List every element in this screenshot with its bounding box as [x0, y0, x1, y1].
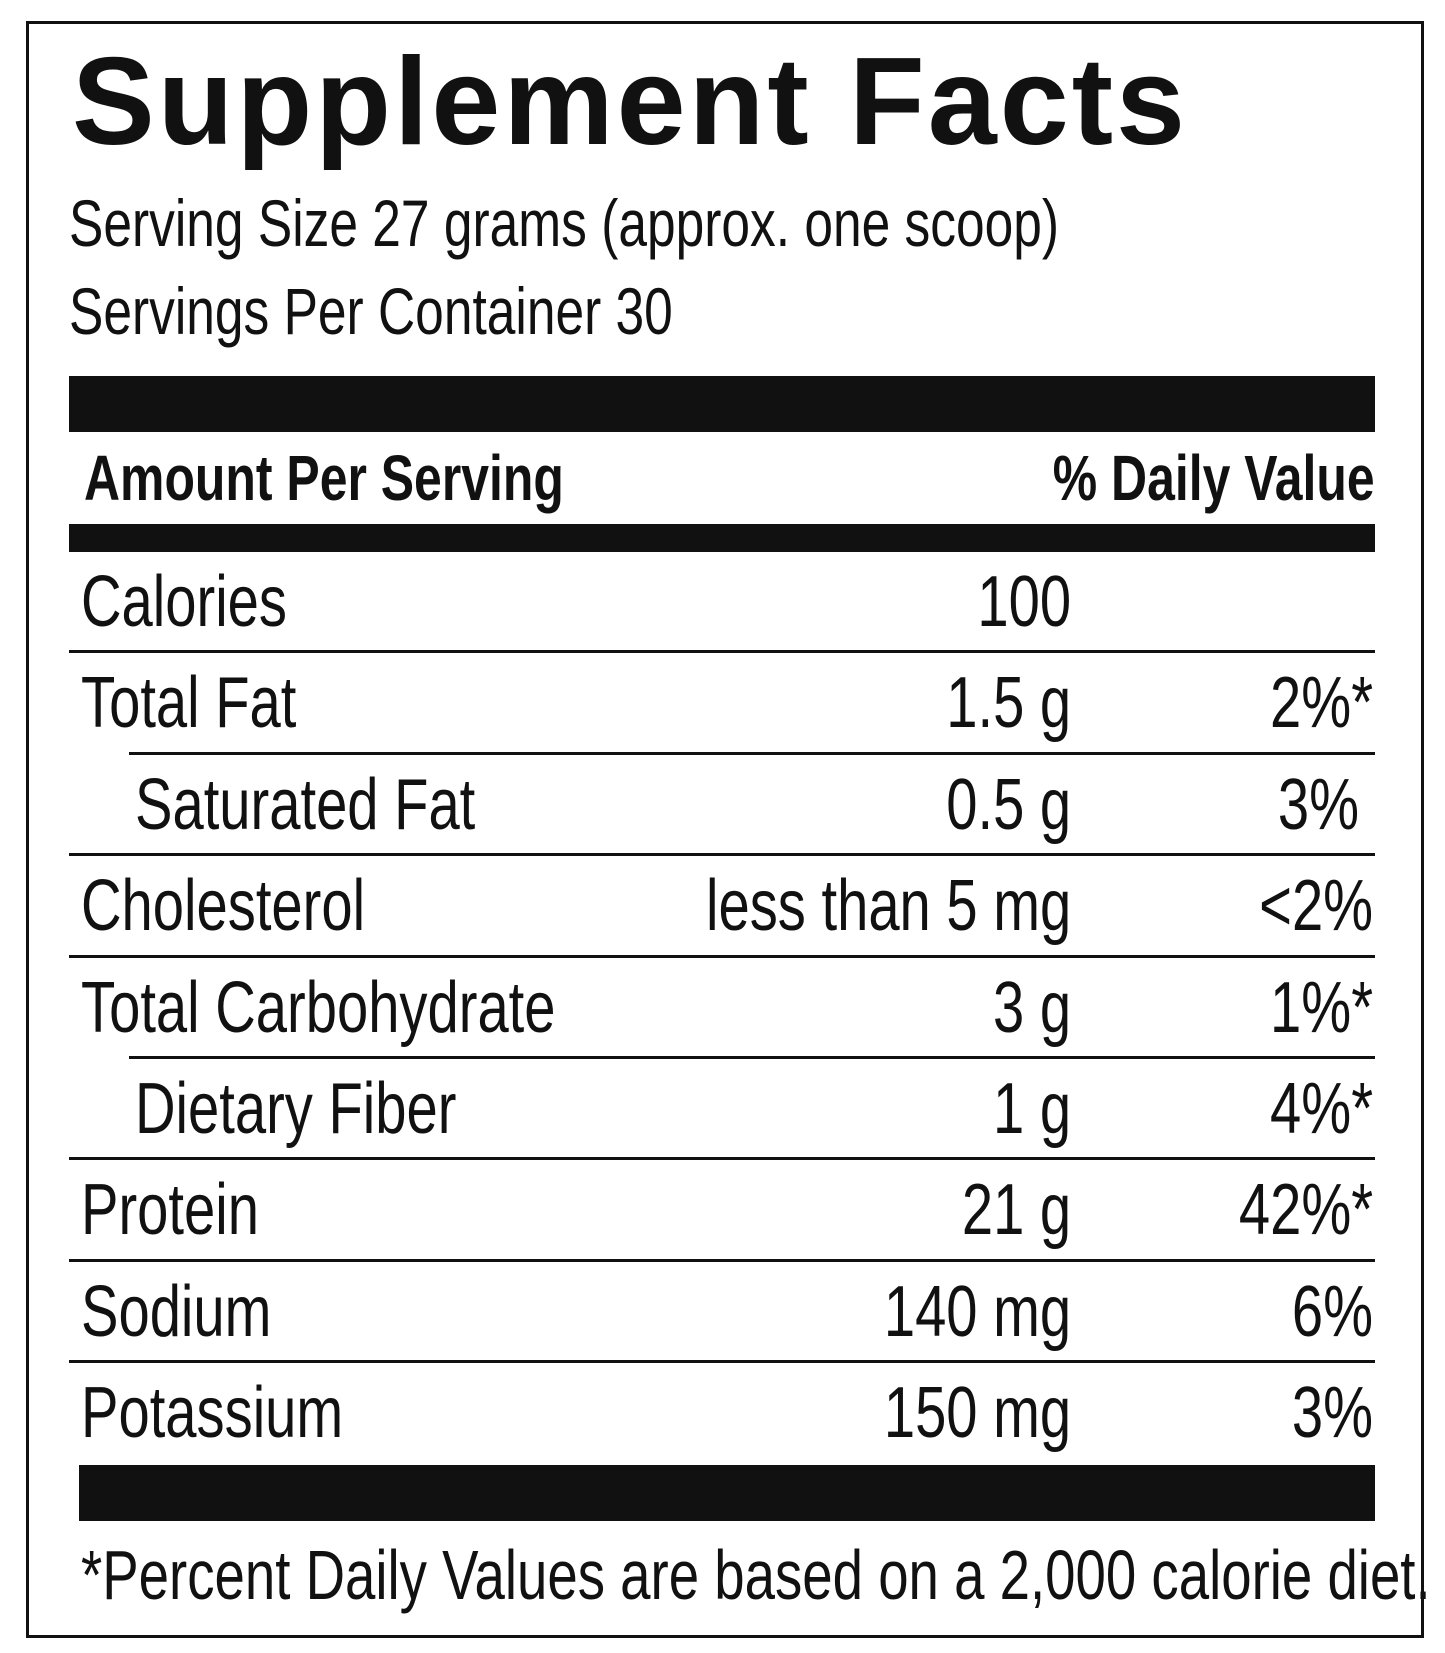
- nutrient-name: Calories: [81, 562, 287, 642]
- medium-rule: [69, 524, 1375, 552]
- nutrient-row: Potassium 150 mg 3%: [69, 1363, 1375, 1464]
- nutrient-amount: 140 mg: [883, 1271, 1071, 1352]
- row-rule: [129, 751, 1375, 755]
- nutrient-name: Potassium: [81, 1373, 344, 1454]
- nutrient-row: Sodium 140 mg 6%: [69, 1262, 1375, 1364]
- nutrient-amount: 100: [977, 562, 1071, 642]
- nutrient-amount: less than 5 mg: [705, 866, 1071, 947]
- nutrient-name: Total Carbohydrate: [81, 967, 556, 1048]
- nutrient-amount: 3 g: [992, 967, 1071, 1048]
- nutrient-name: Protein: [81, 1170, 259, 1251]
- label-title: Supplement Facts: [72, 33, 1188, 171]
- nutrient-name: Total Fat: [81, 663, 297, 744]
- nutrient-row: Protein 21 g 42%*: [69, 1160, 1375, 1262]
- nutrient-dv: 6%: [1291, 1271, 1373, 1352]
- nutrient-name: Cholesterol: [81, 866, 366, 947]
- amount-header: Amount Per Serving: [84, 442, 564, 514]
- nutrient-dv: 3%: [1291, 1373, 1373, 1454]
- nutrient-row: Total Fat 1.5 g 2%*: [69, 653, 1375, 755]
- row-rule: [69, 1258, 1375, 1262]
- footnote: *Percent Daily Values are based on a 2,0…: [81, 1536, 1431, 1614]
- nutrient-name: Saturated Fat: [135, 764, 476, 845]
- nutrient-name: Dietary Fiber: [135, 1069, 457, 1149]
- nutrient-dv: 2%*: [1269, 663, 1373, 744]
- thick-rule: [79, 1465, 1375, 1521]
- label-border: [26, 21, 1424, 1638]
- row-rule: [69, 954, 1375, 958]
- row-rule: [69, 1157, 1375, 1161]
- daily-value-header: % Daily Value: [1053, 442, 1375, 514]
- nutrient-amount: 150 mg: [883, 1373, 1071, 1454]
- row-rule: [69, 650, 1375, 654]
- nutrient-name: Sodium: [81, 1271, 272, 1352]
- nutrient-amount: 1 g: [992, 1069, 1071, 1149]
- nutrient-amount: 21 g: [961, 1170, 1071, 1251]
- serving-size: Serving Size 27 grams (approx. one scoop…: [69, 186, 1060, 260]
- nutrient-amount: 0.5 g: [946, 764, 1071, 845]
- nutrient-row: Cholesterol less than 5 mg <2%: [69, 856, 1375, 958]
- row-rule: [69, 1360, 1375, 1364]
- nutrient-dv: <2%: [1259, 866, 1373, 947]
- nutrient-dv: 42%*: [1238, 1170, 1373, 1251]
- nutrient-row: Saturated Fat 0.5 g 3%: [69, 755, 1375, 857]
- thick-rule: [69, 376, 1375, 432]
- nutrient-dv: 4%*: [1269, 1069, 1373, 1149]
- nutrient-amount: 1.5 g: [946, 663, 1071, 744]
- nutrient-dv: 3%: [1277, 764, 1359, 845]
- nutrient-row: Dietary Fiber 1 g 4%*: [69, 1059, 1375, 1161]
- nutrient-row: Calories 100: [69, 552, 1375, 654]
- servings-per-container: Servings Per Container 30: [69, 274, 673, 348]
- row-rule: [129, 1055, 1375, 1059]
- nutrient-row: Total Carbohydrate 3 g 1%*: [69, 958, 1375, 1059]
- nutrient-dv: 1%*: [1269, 967, 1373, 1048]
- row-rule: [69, 853, 1375, 857]
